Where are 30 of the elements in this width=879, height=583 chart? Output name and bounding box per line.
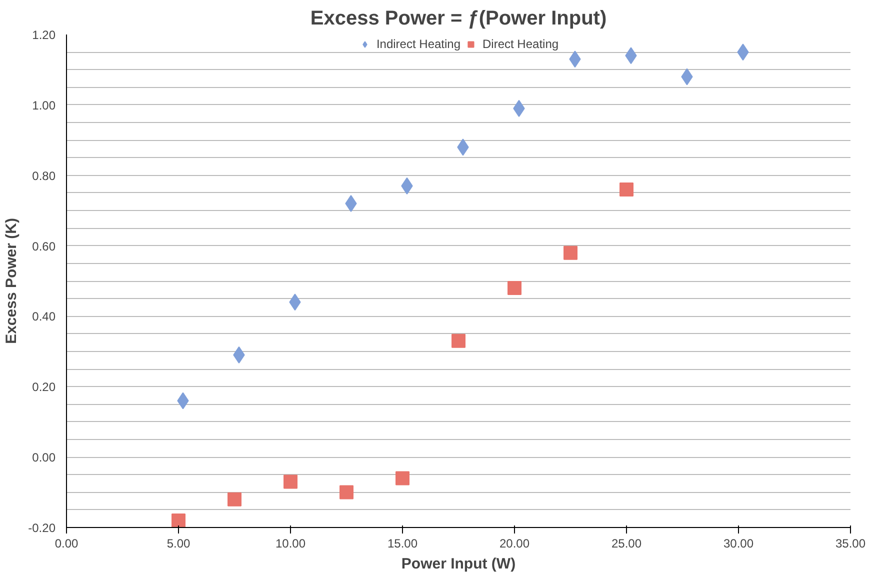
legend-label: Indirect Heating	[376, 37, 461, 51]
y-tick-label: 1.00	[32, 98, 56, 112]
y-tick-label: 0.00	[32, 450, 56, 465]
point	[340, 485, 354, 500]
point	[396, 471, 410, 486]
y-tick-label: 1.20	[32, 28, 56, 42]
x-tick-label: 25.00	[611, 536, 642, 550]
x-tick-label: 35.00	[835, 536, 866, 550]
y-tick-label: 0.60	[32, 239, 56, 254]
x-tick-label: 5.00	[166, 536, 191, 550]
chart-title: Excess Power = ƒ(Power Input)	[310, 8, 607, 30]
point	[284, 474, 298, 489]
legend-label: Direct Heating	[482, 37, 559, 51]
point	[452, 334, 466, 348]
x-tick-label: 15.00	[387, 536, 418, 550]
x-tick-label: 20.00	[499, 536, 530, 550]
y-tick-label: 0.80	[32, 168, 56, 183]
point	[564, 246, 578, 260]
point	[620, 182, 634, 196]
y-axis-title: Excess Power (K)	[3, 218, 20, 344]
point	[508, 281, 522, 296]
y-tick-label: 0.40	[32, 310, 56, 324]
x-tick-label: 30.00	[723, 536, 754, 550]
point	[172, 513, 186, 528]
x-tick-label: 0.00	[54, 536, 79, 550]
x-axis-title: Power Input (W)	[401, 556, 516, 572]
y-tick-label: 0.20	[32, 380, 56, 394]
point	[228, 492, 242, 506]
x-tick-label: 10.00	[275, 536, 306, 550]
y-tick-label: -0.20	[28, 521, 56, 535]
